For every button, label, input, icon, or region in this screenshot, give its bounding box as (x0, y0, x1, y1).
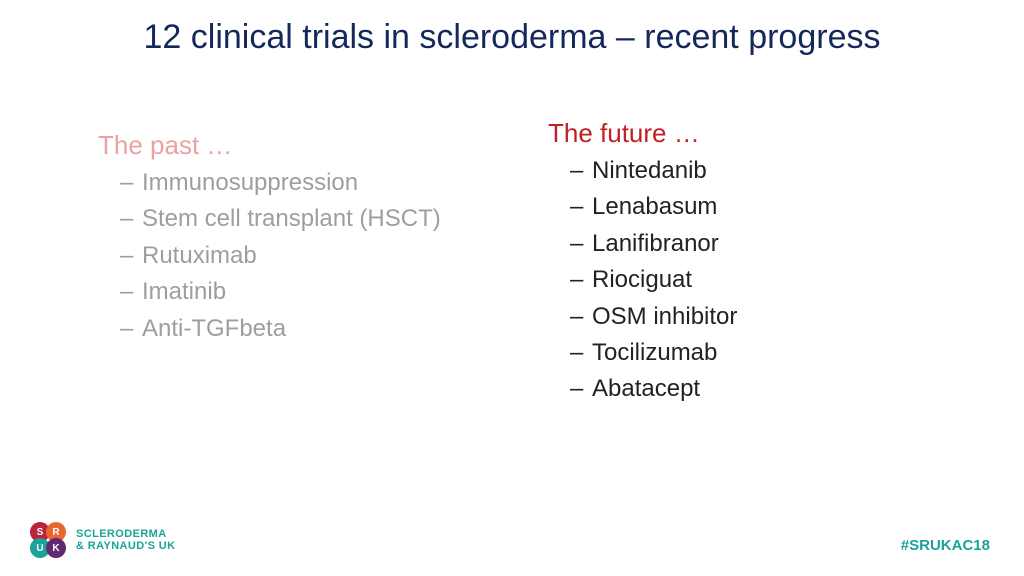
right-column-heading: The future … (548, 118, 908, 149)
right-column-list: Nintedanib Lenabasum Lanifibranor Riociguat… (570, 155, 908, 406)
logo-mark-icon: S R U K (30, 522, 70, 560)
list-item: Stem cell transplant (HSCT) (120, 203, 458, 235)
list-item: Immunosuppression (120, 167, 458, 199)
logo-circle-k: K (46, 538, 66, 558)
slide: { "title": { "text": "12 clinical trials… (0, 0, 1024, 576)
list-item: Abatacept (570, 373, 908, 405)
left-column-list: Immunosuppression Stem cell transplant (H… (120, 167, 458, 345)
left-column-heading: The past … (98, 130, 458, 161)
list-item: Imatinib (120, 276, 458, 308)
sruk-logo: S R U K SCLERODERMA & RAYNAUD'S UK (30, 522, 176, 560)
list-item: Anti-TGFbeta (120, 313, 458, 345)
list-item: Rutuximab (120, 240, 458, 272)
slide-footer: S R U K SCLERODERMA & RAYNAUD'S UK #SRUK… (0, 518, 1024, 560)
right-column: The future … Nintedanib Lenabasum Lanifibr… (548, 118, 908, 410)
logo-text: SCLERODERMA & RAYNAUD'S UK (76, 529, 176, 552)
footer-hashtag: #SRUKAC18 (901, 537, 990, 554)
left-column: The past … Immunosuppression Stem cell tr… (98, 130, 458, 349)
list-item: OSM inhibitor (570, 301, 908, 333)
slide-title: 12 clinical trials in scleroderma – rece… (0, 18, 1024, 57)
logo-text-line2: & RAYNAUD'S UK (76, 541, 176, 553)
list-item: Tocilizumab (570, 337, 908, 369)
list-item: Lenabasum (570, 191, 908, 223)
list-item: Nintedanib (570, 155, 908, 187)
list-item: Riociguat (570, 264, 908, 296)
list-item: Lanifibranor (570, 228, 908, 260)
